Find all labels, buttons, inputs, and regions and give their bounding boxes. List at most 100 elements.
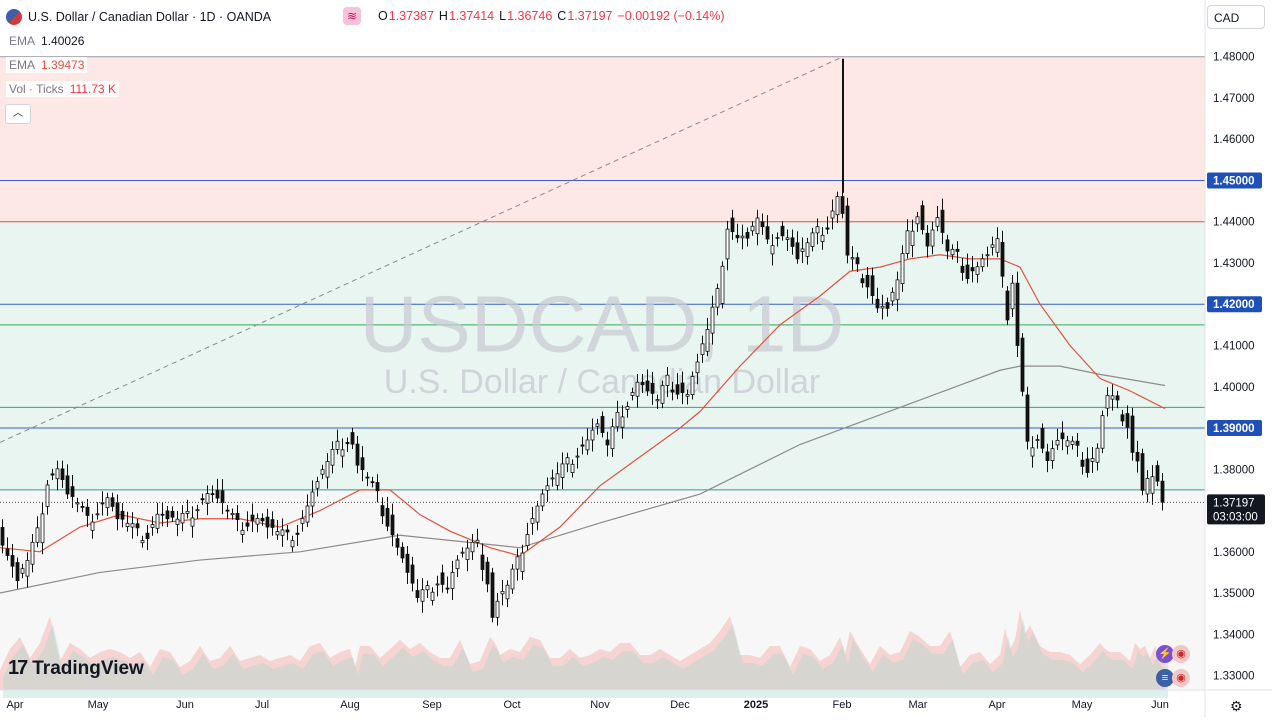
candle-body (750, 225, 755, 232)
candle-body (530, 517, 535, 524)
candle-body (675, 384, 680, 395)
watermark-name: U.S. Dollar / Canadian Dollar (384, 363, 821, 401)
candle-body (330, 449, 335, 466)
candle-body (985, 254, 990, 257)
candle-body (960, 265, 965, 273)
price-line-tag (1207, 172, 1262, 189)
price-line-tag (1207, 296, 1262, 313)
candle-body (965, 264, 970, 280)
candle-body (425, 585, 430, 591)
lightning-icon[interactable]: ⚡ (1156, 645, 1174, 663)
candle-body (1125, 413, 1130, 428)
candle-body (785, 237, 790, 240)
volume-indicator[interactable]: Vol · Ticks 111.73 K (6, 81, 119, 97)
x-tick-label: Apr (988, 699, 1005, 711)
candle-body (90, 521, 95, 531)
watermark-symbol: USDCAD, 1D (360, 280, 845, 369)
compare-icon[interactable]: ≋ (343, 7, 361, 25)
ca-flag-icon[interactable]: ◉ (1172, 669, 1190, 687)
candle-body (500, 590, 505, 595)
candle-body (160, 513, 165, 516)
candle-body (995, 238, 1000, 253)
x-tick-label: Aug (340, 699, 360, 711)
candle-body (65, 475, 70, 495)
candle-body (445, 587, 450, 590)
candle-body (170, 510, 175, 518)
candle-body (630, 392, 635, 396)
open-value: 1.37387 (388, 9, 434, 23)
candle-body (335, 440, 340, 450)
candle-body (315, 481, 320, 489)
change-value: −0.00192 (−0.14%) (617, 9, 725, 23)
candle-body (915, 216, 920, 225)
candle-body (1110, 395, 1115, 400)
candle-body (705, 329, 710, 352)
candle-body (220, 490, 225, 504)
candle-body (515, 556, 520, 570)
symbol-title[interactable]: U.S. Dollar / Canadian Dollar · 1D · OAN… (6, 9, 271, 25)
us-flag-icon[interactable]: ≡ (1156, 669, 1174, 687)
candle-body (580, 444, 585, 447)
candle-body (10, 555, 15, 567)
candle-body (185, 510, 190, 514)
candle-body (380, 505, 385, 517)
candle-body (450, 572, 455, 589)
candle-body (835, 196, 840, 216)
candle-body (360, 457, 365, 471)
events-icon[interactable]: ◉ (1172, 645, 1190, 663)
symbol-title-text: U.S. Dollar / Canadian Dollar · 1D · OAN… (28, 10, 272, 24)
price-line-tag-label: 1.45000 (1213, 175, 1255, 187)
volume-area (0, 610, 1165, 690)
candle-body (990, 244, 995, 248)
candle-body (715, 288, 720, 308)
candle-body (620, 416, 625, 428)
tradingview-logo[interactable]: 17 TradingView (8, 657, 144, 680)
candle-body (525, 534, 530, 546)
x-tick-label: Mar (909, 699, 928, 711)
x-tick-label: 2025 (744, 699, 768, 711)
ema-indicator-1[interactable]: EMA 1.40026 (6, 33, 88, 49)
candle-body (385, 508, 390, 527)
candle-body (40, 513, 45, 544)
candle-body (645, 380, 650, 392)
candle-body (390, 514, 395, 536)
candle-body (355, 443, 360, 466)
candle-body (125, 522, 130, 528)
candle-body (1055, 439, 1060, 446)
candle-body (200, 498, 205, 501)
open-label: O (378, 9, 388, 23)
candle-body (1025, 394, 1030, 442)
usd-cad-flag-icon (6, 9, 22, 25)
candle-body (565, 457, 570, 465)
collapse-indicators-button[interactable]: ︿ (5, 104, 31, 124)
low-value: 1.36746 (507, 9, 553, 23)
candle-body (970, 267, 975, 272)
candle-body (555, 473, 560, 486)
candle-body (325, 461, 330, 478)
currency-button[interactable]: CAD (1207, 5, 1265, 29)
candle-body (890, 291, 895, 302)
x-tick-label: Jul (255, 699, 269, 711)
candle-body (1015, 282, 1020, 346)
ema-indicator-2[interactable]: EMA 1.39473 (6, 57, 88, 73)
candle-body (725, 228, 730, 260)
candle-body (550, 477, 555, 480)
candle-body (850, 257, 855, 260)
candle-body (875, 298, 880, 309)
candle-body (765, 226, 770, 240)
x-tick-label: May (88, 699, 109, 711)
candle-body (175, 518, 180, 525)
gear-icon[interactable]: ⚙ (1230, 698, 1243, 714)
candle-body (720, 265, 725, 304)
candle-body (460, 551, 465, 554)
candle-body (535, 505, 540, 523)
candle-body (235, 513, 240, 521)
x-tick-label: May (1072, 699, 1093, 711)
candle-body (1075, 440, 1080, 446)
candle-body (1045, 451, 1050, 462)
x-tick-label: Apr (6, 699, 23, 711)
tradingview-mark-icon: 17 (8, 657, 28, 679)
candle-body (800, 248, 805, 252)
